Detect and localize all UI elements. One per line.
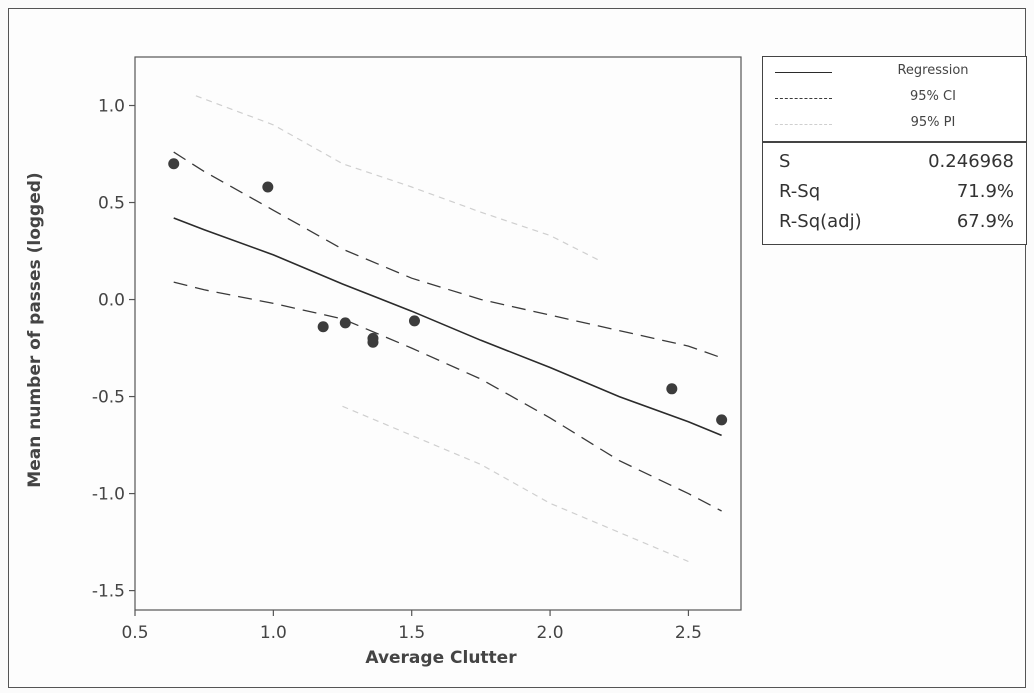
stat-name: R-Sq <box>779 181 821 202</box>
stat-row-s: S 0.246968 <box>763 151 1026 177</box>
stat-value: 0.246968 <box>928 151 1014 172</box>
x-axis-title: Average Clutter <box>365 648 517 668</box>
stat-name: R-Sq(adj) <box>779 211 862 232</box>
legend-item-pi: 95% PI <box>763 113 1026 135</box>
y-tick-label: 1.0 <box>98 97 125 117</box>
y-axis: 1.0 0.5 0.0 -0.5 -1.0 -1.5 <box>92 97 135 602</box>
data-point-0 <box>168 158 180 170</box>
points-layer <box>168 158 728 426</box>
x-tick-label: 2.5 <box>675 623 702 643</box>
legend-item-ci: 95% CI <box>763 87 1026 109</box>
stat-row-rsq: R-Sq 71.9% <box>763 181 1026 207</box>
y-tick-label: -0.5 <box>92 388 125 408</box>
y-tick-label: -1.5 <box>92 582 125 602</box>
x-tick-label: 1.5 <box>398 623 425 643</box>
stat-value: 71.9% <box>956 181 1014 202</box>
solid-line-icon <box>775 72 832 73</box>
series-layer <box>173 95 722 563</box>
data-point-1 <box>262 181 274 193</box>
plot-area <box>134 56 742 611</box>
legend-item-regression: Regression <box>763 61 1026 83</box>
data-point-7 <box>666 383 678 395</box>
x-axis: 0.5 1.0 1.5 2.0 2.5 <box>121 610 702 643</box>
legend: Regression 95% CI 95% PI <box>762 56 1027 142</box>
x-tick-label: 0.5 <box>121 623 148 643</box>
series-line-1 <box>173 151 722 359</box>
series-line-2 <box>173 281 722 512</box>
legend-label-pi: 95% PI <box>910 115 956 130</box>
y-tick-label: 0.5 <box>98 194 125 214</box>
legend-label-regression: Regression <box>897 63 969 78</box>
data-point-2 <box>317 321 329 333</box>
data-point-5 <box>367 336 379 348</box>
series-line-0 <box>173 217 722 437</box>
x-tick-label: 2.0 <box>537 623 564 643</box>
dotted-line-icon <box>775 124 832 125</box>
data-point-3 <box>339 317 351 329</box>
y-axis-title: Mean number of passes (logged) <box>25 172 45 487</box>
series-line-4 <box>342 405 689 563</box>
y-tick-label: 0.0 <box>98 291 125 311</box>
x-tick-label: 1.0 <box>260 623 287 643</box>
series-line-3 <box>195 95 601 262</box>
data-point-8 <box>716 414 728 426</box>
stat-name: S <box>779 151 791 172</box>
stat-value: 67.9% <box>956 211 1014 232</box>
data-point-6 <box>408 315 420 327</box>
legend-label-ci: 95% CI <box>910 89 956 104</box>
dashed-line-icon <box>775 98 832 99</box>
fit-statistics: S 0.246968 R-Sq 71.9% R-Sq(adj) 67.9% <box>762 142 1027 245</box>
stat-row-rsq-adj: R-Sq(adj) 67.9% <box>763 211 1026 237</box>
y-tick-label: -1.0 <box>92 485 125 505</box>
